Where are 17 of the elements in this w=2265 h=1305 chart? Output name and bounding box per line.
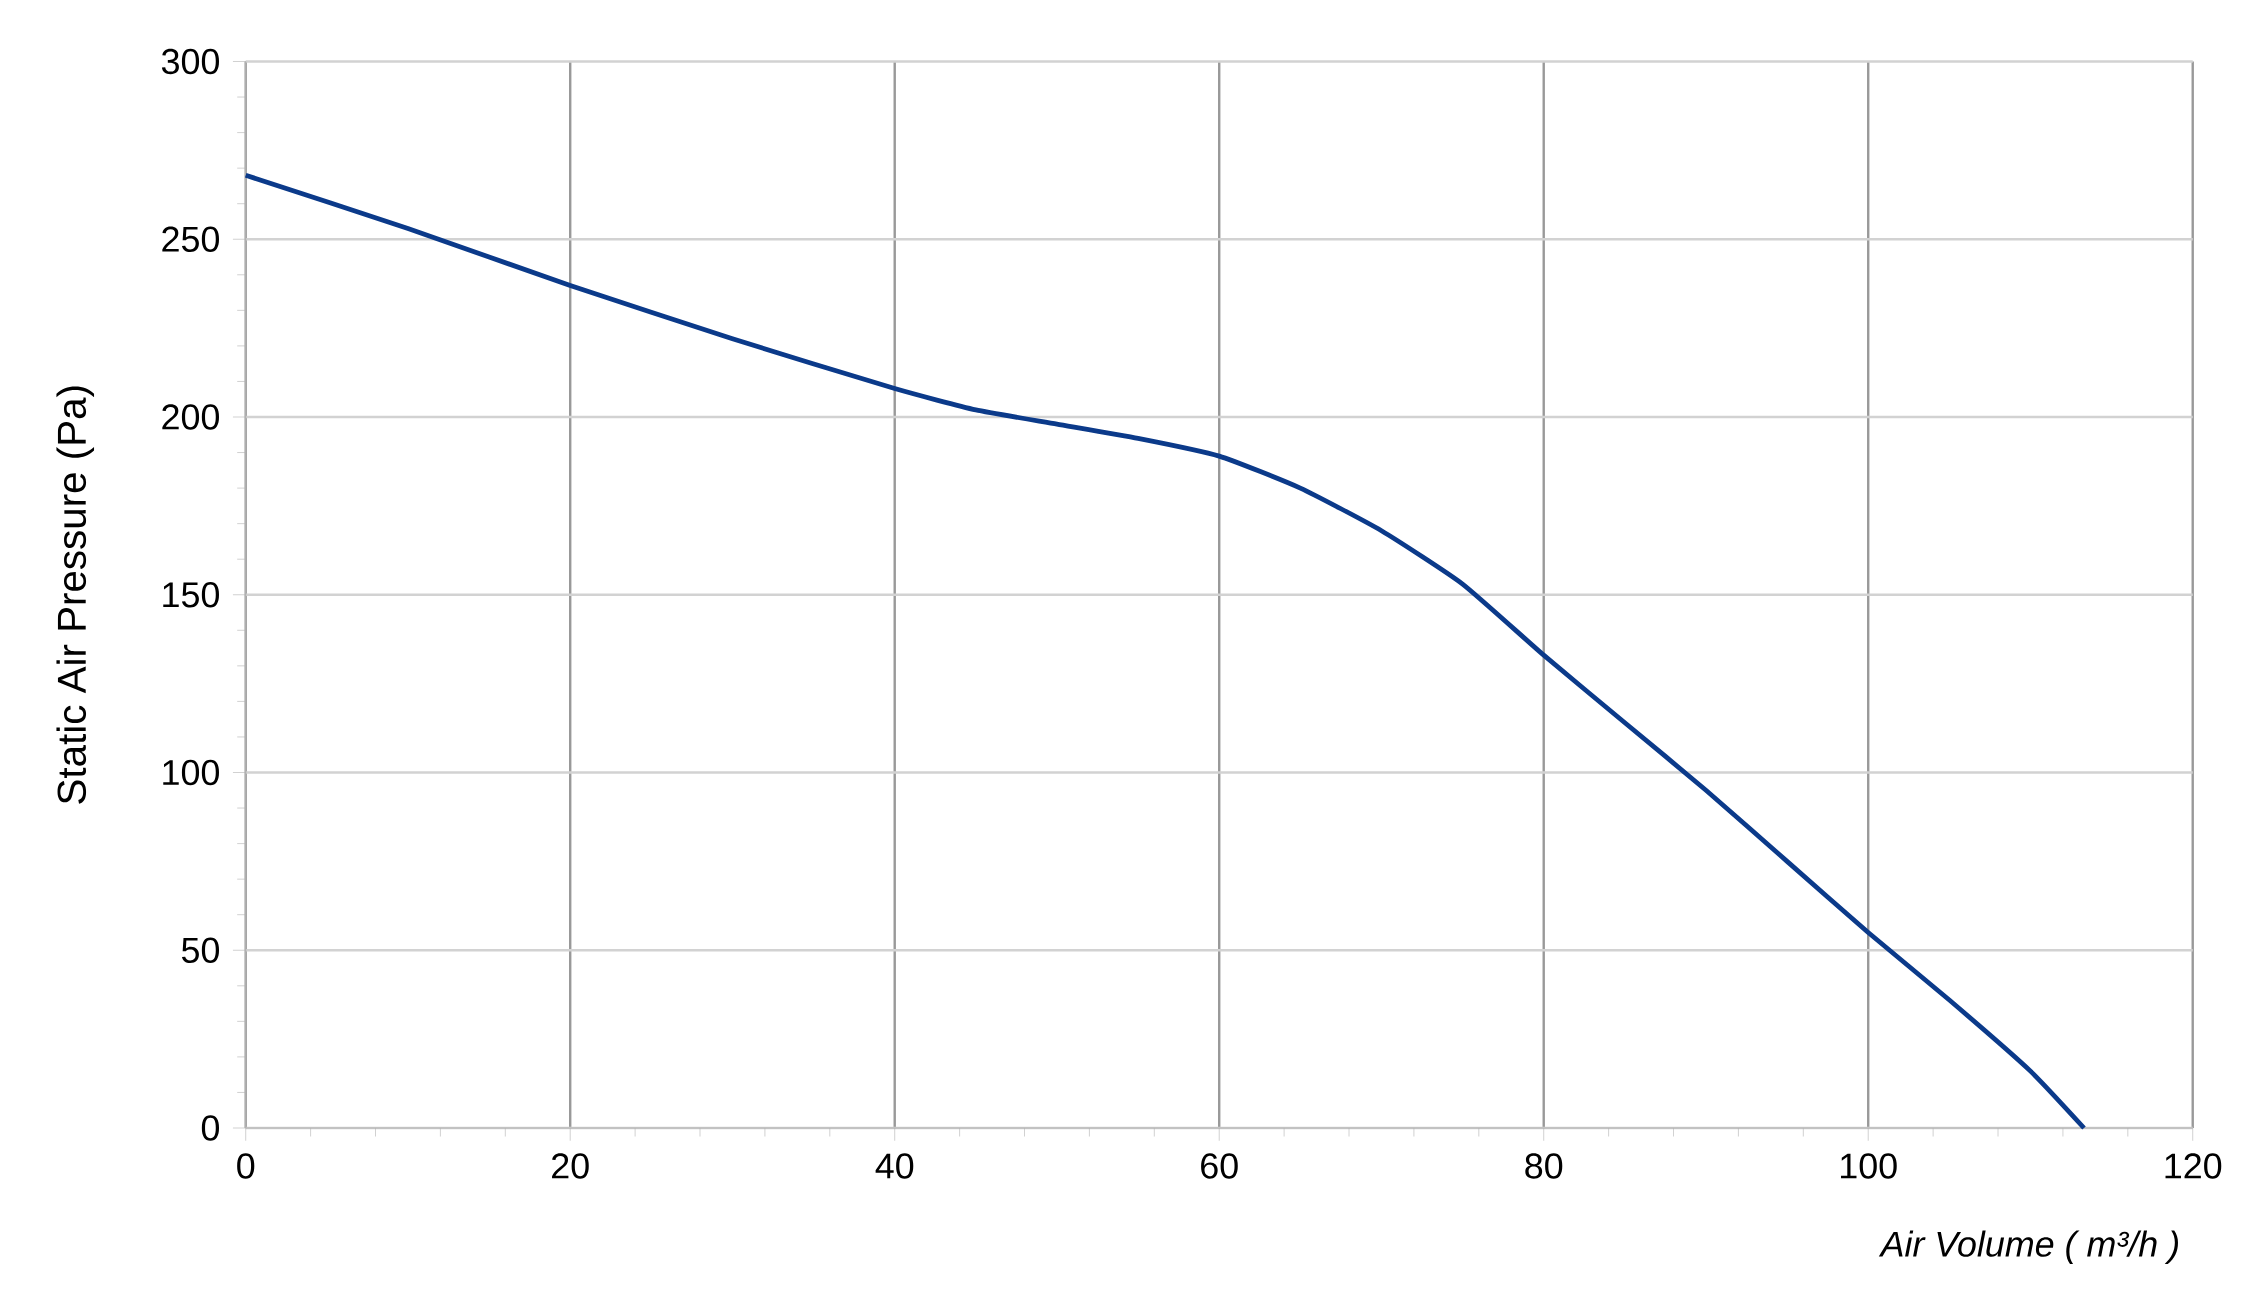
y-tick-label: 300 (161, 48, 219, 75)
y-tick-label: 100 (163, 759, 219, 786)
x-tick-label: 100 (1841, 1153, 1897, 1179)
y-tick-label: 0 (201, 1115, 220, 1141)
x-tick-label: 60 (1201, 1153, 1238, 1179)
y-tick-label: 250 (162, 226, 219, 252)
x-tick-label: 20 (552, 1153, 589, 1179)
y-tick-label: 50 (181, 937, 219, 963)
x-tick-label: 0 (237, 1153, 255, 1179)
line-series (243, 172, 2087, 1131)
y-tick-label: 200 (162, 404, 219, 430)
x-axis-title: Air Volume ( m³/h ) (1878, 1230, 2178, 1264)
y-tick-label: 150 (163, 582, 219, 608)
x-tick-label: 80 (1525, 1153, 1563, 1179)
x-tick-label: 120 (2165, 1153, 2222, 1179)
x-tick-label: 40 (875, 1153, 914, 1179)
y-axis-title: Static Air Pressure (Pa) (56, 386, 95, 804)
